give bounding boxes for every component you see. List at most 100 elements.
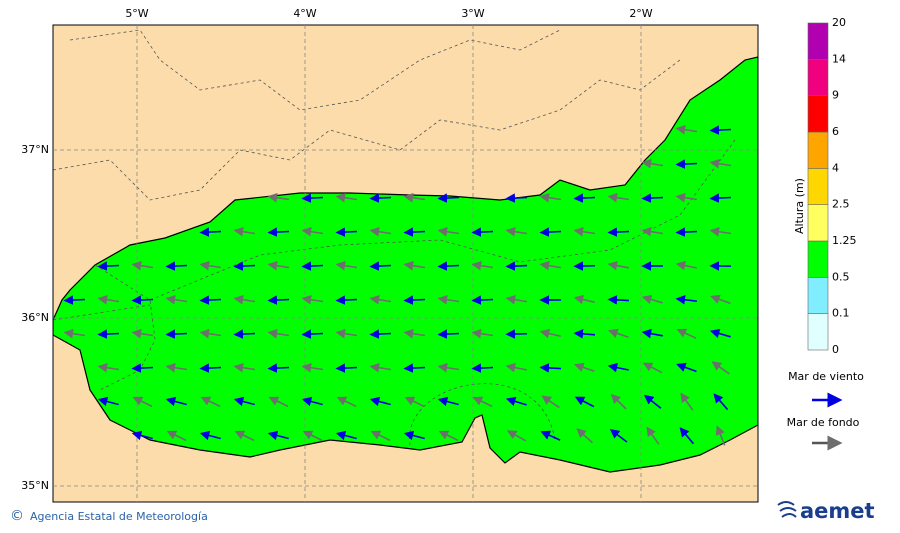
- map: [53, 25, 758, 502]
- wave-arrow: [302, 430, 323, 442]
- wave-arrow: [97, 362, 120, 373]
- colorbar-label: 1.25: [832, 234, 857, 247]
- wave-arrow: [131, 430, 153, 441]
- wave-arrow: [675, 294, 698, 305]
- wave-arrow: [233, 226, 256, 237]
- colorbar-label: 6: [832, 125, 839, 138]
- wave-arrow: [301, 261, 324, 271]
- wave-arrow: [573, 261, 596, 271]
- wave-arrow: [267, 260, 290, 271]
- wave-arrow: [301, 396, 323, 407]
- wave-arrow: [369, 261, 392, 271]
- wave-arrow: [675, 124, 698, 135]
- wave-arrow: [97, 329, 120, 339]
- wave-arrow: [438, 430, 459, 442]
- wave-arrow: [573, 226, 596, 237]
- wave-arrow: [403, 430, 425, 441]
- wave-arrow: [574, 396, 595, 408]
- wave-arrow: [233, 362, 256, 373]
- wave-arrow: [404, 396, 425, 408]
- wave-arrow: [131, 363, 154, 373]
- wave-arrow: [711, 361, 730, 375]
- wave-arrow: [643, 394, 662, 409]
- colorbar-segment: [807, 95, 829, 133]
- wave-arrow: [97, 396, 119, 407]
- wave-arrow: [709, 193, 732, 203]
- wave-arrow: [471, 363, 494, 373]
- colorbar-label: 9: [832, 89, 839, 102]
- wave-arrow: [166, 430, 187, 442]
- colorbar-segment: [807, 168, 829, 205]
- colorbar-segment: [807, 277, 829, 314]
- wave-arrow: [646, 426, 660, 445]
- wave-arrow: [471, 328, 494, 339]
- wave-arrow: [471, 260, 494, 271]
- wave-arrow: [403, 328, 426, 339]
- wave-arrow: [369, 294, 392, 305]
- wave-arrow: [165, 329, 188, 339]
- wave-arrow: [199, 295, 222, 305]
- wave-arrow: [335, 260, 358, 271]
- wave-arrow: [437, 261, 460, 271]
- colorbar-label: 4: [832, 161, 839, 174]
- wave-arrow: [199, 227, 222, 237]
- wave-arrow: [403, 260, 426, 271]
- wave-arrow: [301, 362, 324, 373]
- wave-arrow: [505, 261, 528, 271]
- wave-arrow: [131, 295, 154, 305]
- wave-arrow: [573, 294, 595, 305]
- wave-arrow: [267, 328, 290, 339]
- wave-arrow: [676, 328, 697, 339]
- wave-arrow: [573, 193, 596, 203]
- wave-arrow: [676, 362, 697, 373]
- wave-arrow: [267, 192, 290, 203]
- wave-arrow: [403, 363, 426, 373]
- wave-arrow: [610, 393, 627, 410]
- lat-label: 37°N: [21, 143, 49, 156]
- wave-arrow: [675, 260, 697, 271]
- copyright-icon: ©: [10, 508, 24, 524]
- lon-label: 3°W: [461, 7, 484, 20]
- logo-text: aemet: [800, 499, 875, 523]
- colorbar-label: 14: [832, 52, 846, 65]
- wave-arrow: [642, 362, 663, 374]
- colorbar-label: 0.1: [832, 307, 850, 320]
- colorbar-label: 2.5: [832, 198, 850, 211]
- wave-arrow: [437, 294, 460, 305]
- colorbar-segment: [807, 204, 829, 242]
- wave-arrow: [369, 362, 392, 373]
- wave-arrow: [709, 125, 732, 135]
- wave-arrow: [709, 158, 732, 169]
- wave-arrow: [437, 329, 460, 339]
- wave-arrow: [132, 396, 153, 408]
- wave-arrow: [335, 430, 357, 441]
- colorbar-segment: [807, 313, 829, 351]
- wave-arrow: [675, 159, 698, 169]
- wave-arrow: [713, 393, 729, 411]
- wave-arrow: [335, 227, 358, 237]
- lon-label: 4°W: [293, 7, 316, 20]
- colorbar-label: 0: [832, 343, 839, 356]
- wave-arrow: [539, 328, 561, 339]
- wave-arrow: [335, 363, 358, 373]
- wave-arrow: [641, 158, 664, 169]
- wave-arrow: [607, 295, 630, 305]
- wave-arrow: [710, 294, 731, 305]
- wave-arrow: [437, 362, 460, 373]
- wave-arrow: [335, 328, 358, 339]
- wave-arrow: [641, 193, 664, 203]
- wave-arrow: [607, 362, 629, 373]
- colorbar-segment: [807, 240, 829, 278]
- colorbar-segment: [807, 59, 829, 96]
- wave-arrow: [63, 328, 86, 339]
- wave-arrow: [370, 430, 391, 442]
- wave-arrow: [199, 363, 222, 373]
- wave-arrow: [539, 192, 562, 203]
- wave-arrow: [165, 294, 188, 305]
- wave-arrow: [607, 260, 629, 271]
- wave-arrow: [403, 295, 426, 305]
- wave-arrow: [506, 430, 527, 442]
- colorbar-label: 20: [832, 16, 846, 29]
- wave-arrow: [609, 428, 628, 443]
- wave-arrow: [267, 227, 290, 237]
